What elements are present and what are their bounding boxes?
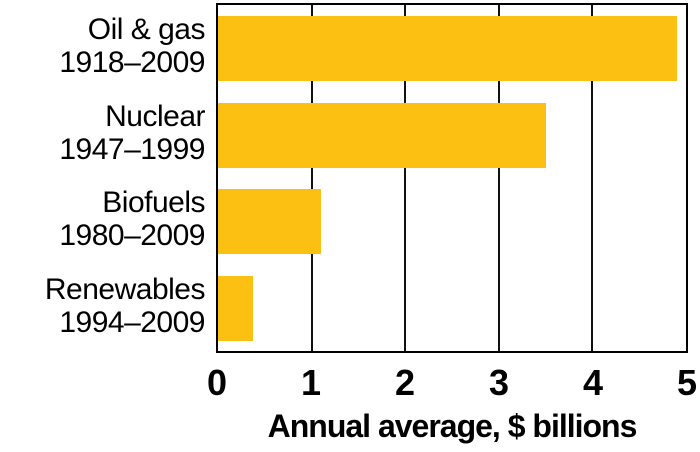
category-name: Biofuels: [102, 186, 205, 219]
x-axis-title: Annual average, $ billions: [267, 408, 638, 444]
bar-oil-gas: [218, 16, 677, 81]
category-years: 1947–1999: [59, 133, 205, 166]
category-years: 1980–2009: [59, 219, 205, 252]
gridline-x-2: [404, 5, 407, 351]
category-years: 1918–2009: [59, 46, 205, 79]
bar-renewables: [218, 276, 253, 341]
category-label: Biofuels 1980–2009: [0, 186, 205, 252]
category-name: Nuclear: [105, 100, 205, 133]
x-tick-label-5: 5: [676, 362, 698, 403]
gridline-x-1: [310, 5, 313, 351]
gridline-x-4: [591, 5, 594, 351]
category-name: Renewables: [44, 273, 206, 306]
category-label: Renewables 1994–2009: [0, 273, 206, 339]
x-tick-label-1: 1: [300, 362, 322, 403]
x-tick-label-4: 4: [582, 362, 604, 403]
category-years: 1994–2009: [59, 306, 205, 339]
x-tick-label-2: 2: [394, 362, 416, 403]
category-name: Oil & gas: [87, 13, 206, 46]
category-label: Nuclear 1947–1999: [0, 100, 205, 166]
x-axis-tick-labels: 0 1 2 3 4 5: [207, 362, 697, 403]
plot-area: [216, 3, 688, 353]
x-tick-label-3: 3: [488, 362, 510, 403]
bar-biofuels: [218, 189, 321, 254]
x-tick-label-0: 0: [206, 362, 228, 403]
gridline-x-3: [497, 5, 500, 351]
category-label: Oil & gas 1918–2009: [0, 13, 205, 79]
bar-nuclear: [218, 103, 546, 168]
